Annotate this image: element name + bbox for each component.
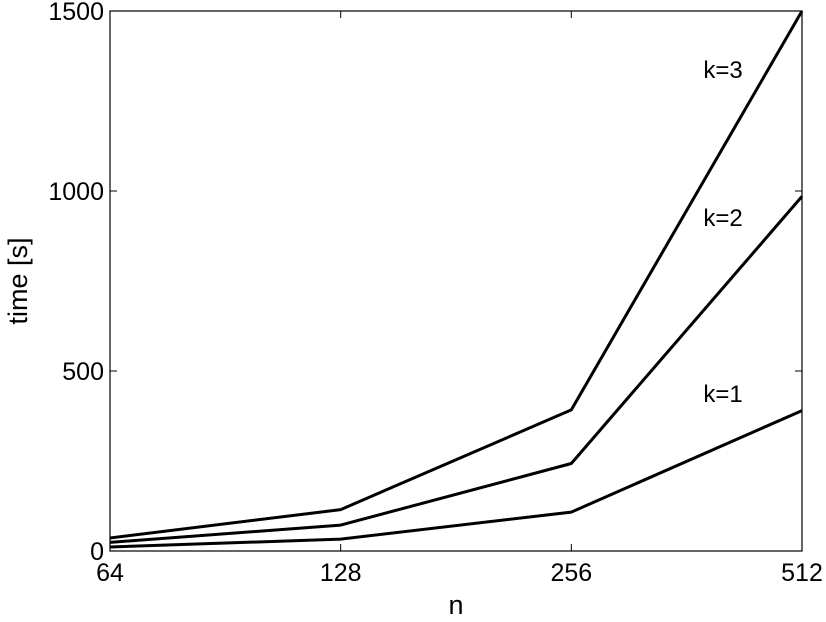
- x-axis-title: n: [448, 590, 463, 620]
- series-line-k3: [109, 10, 804, 540]
- y-tick-label: 500: [62, 358, 104, 386]
- y-tick-label: 0: [90, 538, 104, 566]
- series-label: k=2: [703, 205, 742, 232]
- x-axis: 64 128 256 512: [96, 11, 823, 587]
- series-label: k=3: [703, 57, 742, 84]
- series-line-k1: [109, 409, 803, 549]
- y-axis: 0 500 1000 1500: [48, 0, 802, 566]
- series-line-k2: [109, 195, 804, 544]
- y-axis-title: time [s]: [3, 237, 33, 324]
- x-tick-label: 512: [781, 559, 823, 587]
- plot-area: [109, 10, 803, 552]
- series-labels: k=1 k=2 k=3: [703, 57, 742, 408]
- series-label: k=1: [703, 381, 742, 408]
- x-tick-label: 256: [550, 559, 592, 587]
- x-tick-label: 128: [320, 559, 362, 587]
- y-tick-label: 1500: [48, 0, 104, 26]
- y-tick-label: 1000: [48, 178, 104, 206]
- x-tick-label: 64: [96, 559, 124, 587]
- series-group: [109, 10, 804, 549]
- plot-frame: [109, 10, 803, 552]
